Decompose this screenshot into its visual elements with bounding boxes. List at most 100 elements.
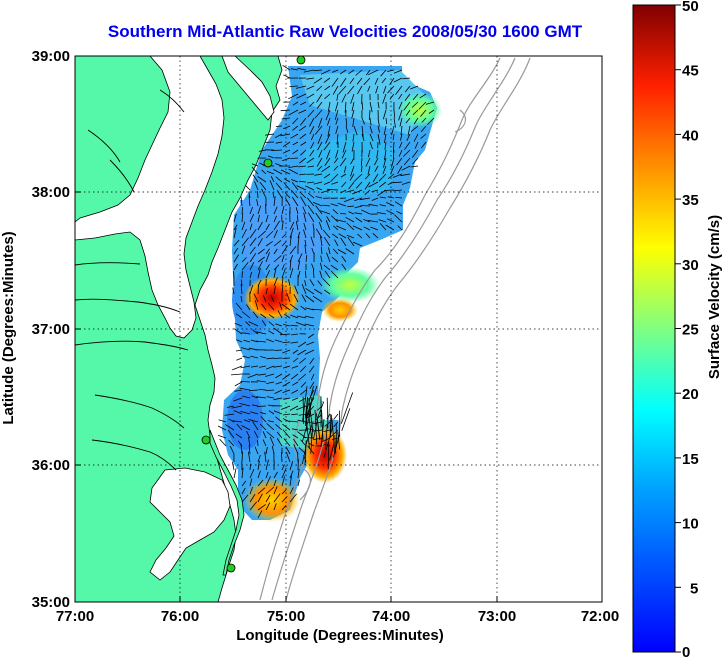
velocity-arrow [219, 438, 227, 447]
velocity-arrow [304, 349, 315, 355]
velocity-arrow [239, 387, 251, 391]
velocity-arrow [292, 125, 299, 131]
velocity-arrow [288, 165, 299, 168]
y-tick-label: 35:00 [32, 594, 70, 611]
velocity-arrow [354, 197, 363, 202]
velocity-arrow [275, 416, 283, 423]
velocity-arrow [297, 215, 299, 223]
velocity-arrow [352, 133, 355, 142]
velocity-arrow [235, 313, 243, 319]
velocity-arrow [377, 117, 380, 127]
velocity-arrow [275, 176, 283, 183]
velocity-arrow [233, 328, 243, 335]
velocity-arrow [420, 133, 427, 139]
velocity-arrow [320, 210, 331, 215]
velocity-arrow [292, 349, 299, 354]
velocity-arrow [233, 397, 243, 402]
velocity-arrow [299, 180, 307, 183]
velocity-arrow [297, 231, 301, 239]
velocity-arrow [330, 270, 339, 279]
velocity-arrow [236, 357, 243, 361]
velocity-arrow [331, 233, 339, 239]
velocity-arrow [273, 264, 280, 271]
velocity-arrow [289, 493, 297, 503]
velocity-arrow [374, 157, 379, 166]
velocity-arrow [327, 188, 339, 191]
velocity-arrow [289, 470, 294, 479]
velocity-arrow [386, 209, 395, 215]
velocity-arrow [233, 213, 237, 223]
velocity-arrow [281, 245, 288, 255]
velocity-arrow [281, 254, 285, 263]
velocity-arrow [241, 480, 247, 487]
velocity-arrow [309, 381, 315, 390]
velocity-arrow [293, 438, 299, 447]
velocity-arrow [348, 69, 355, 75]
velocity-arrow [241, 467, 244, 479]
velocity-arrow [305, 185, 315, 191]
velocity-arrow [273, 471, 278, 479]
velocity-arrow [282, 64, 291, 71]
velocity-arrow [375, 85, 379, 94]
velocity-arrow [389, 77, 395, 86]
velocity-arrow [257, 487, 266, 495]
velocity-arrow [259, 412, 267, 415]
velocity-arrow [390, 165, 395, 174]
velocity-arrow [419, 93, 427, 99]
velocity-arrow [306, 85, 315, 90]
velocity-arrow [265, 476, 271, 487]
velocity-arrow [290, 157, 299, 159]
velocity-arrow [290, 373, 299, 380]
velocity-arrow [268, 330, 275, 335]
velocity-arrow [297, 468, 300, 479]
outer-banks [209, 429, 245, 576]
velocity-arrow [290, 68, 299, 71]
velocity-arrow [240, 443, 243, 455]
velocity-arrow [283, 438, 291, 447]
velocity-arrow [281, 268, 286, 279]
velocity-arrow [226, 405, 235, 408]
velocity-arrow [265, 373, 275, 377]
rivers [75, 89, 189, 471]
velocity-arrow [246, 304, 251, 311]
velocity-arrow [313, 419, 318, 439]
velocity-arrow [299, 117, 307, 126]
velocity-arrow [251, 163, 259, 167]
velocity-arrow [311, 263, 315, 271]
velocity-arrow [391, 125, 395, 136]
velocity-arrow [299, 173, 307, 176]
velocity-arrow [299, 133, 307, 140]
velocity-arrow [259, 365, 267, 368]
velocity-arrow [361, 209, 371, 215]
velocity-arrow [285, 446, 291, 455]
velocity-arrow [248, 321, 259, 327]
velocity-arrow [259, 423, 267, 431]
velocity-arrow [377, 101, 380, 109]
velocity-arrow [257, 510, 263, 519]
velocity-arrow [299, 397, 307, 403]
velocity-arrow [326, 149, 331, 160]
velocity-arrow [273, 503, 277, 511]
velocity-arrow [321, 409, 324, 441]
velocity-arrow [275, 163, 283, 167]
velocity-arrow [349, 173, 355, 181]
station-marker [296, 56, 306, 65]
velocity-arrow [368, 109, 371, 120]
velocity-arrow [347, 85, 355, 95]
velocity-arrow [333, 225, 339, 231]
velocity-arrow [361, 165, 363, 173]
velocity-arrow [267, 420, 275, 423]
velocity-arrow [270, 175, 275, 183]
velocity-arrow [306, 157, 315, 164]
velocity-arrow [288, 279, 291, 287]
velocity-arrow [265, 252, 270, 263]
velocity-arrow [297, 479, 300, 487]
velocity-arrow [327, 125, 331, 137]
colorbar-ticks [675, 4, 681, 653]
velocity-arrow [313, 288, 323, 295]
velocity-arrow [397, 165, 403, 174]
velocity-arrow [289, 235, 292, 247]
velocity-arrow [306, 197, 315, 207]
velocity-arrow [332, 209, 339, 215]
velocity-arrow [273, 196, 276, 207]
